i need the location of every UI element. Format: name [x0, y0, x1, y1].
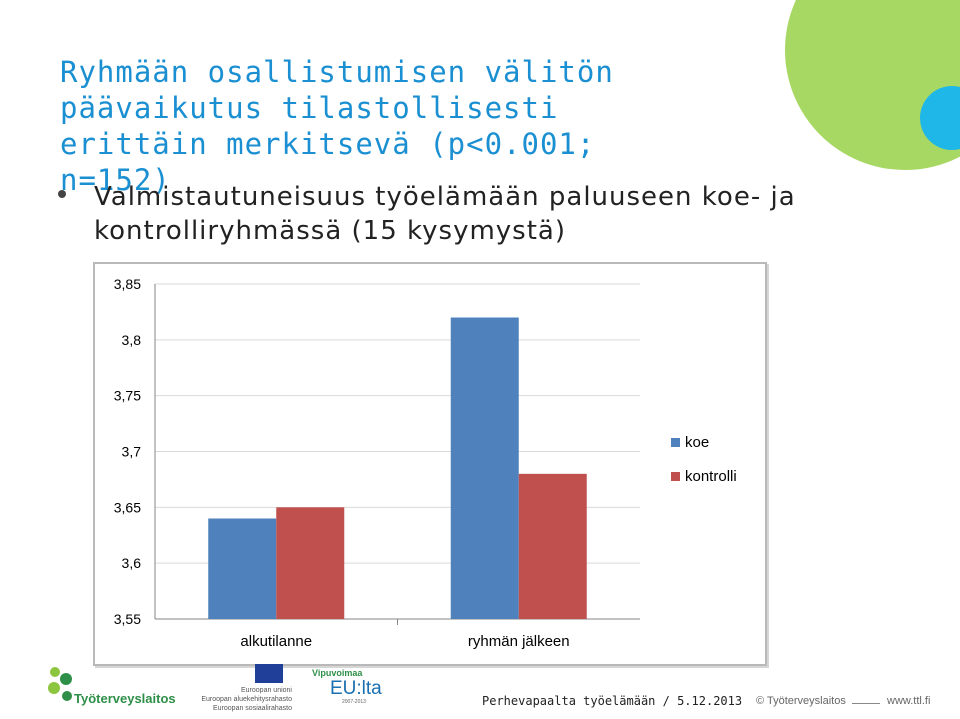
- x-tick-label: alkutilanne: [240, 633, 312, 650]
- y-tick-label: 3,8: [122, 332, 142, 348]
- chart-svg: 3,85 3,8 3,75 3,7 3,65 3,6 3,55 alkutilanne ryhm…: [114, 276, 737, 650]
- vipuvoimaa-years: 2007-2013: [342, 699, 366, 705]
- eu-flag-icon: [255, 664, 283, 683]
- vipuvoimaa-title: Vipuvoimaa: [312, 668, 363, 678]
- y-tick-label: 3,65: [114, 499, 141, 515]
- y-tick-label: 3,6: [122, 555, 142, 571]
- x-tick-label: ryhmän jälkeen: [468, 633, 570, 650]
- y-tick-label: 3,75: [114, 388, 141, 404]
- legend-label: koe: [685, 434, 709, 451]
- ttl-logo-icon: [48, 667, 72, 701]
- legend-swatch-kontrolli: [671, 472, 680, 481]
- y-tick-label: 3,85: [114, 276, 141, 292]
- y-tick-label: 3,55: [114, 611, 141, 627]
- bar-koe: [450, 317, 519, 619]
- eu-funding-text: Euroopan unioni Euroopan aluekehitysraha…: [200, 686, 292, 713]
- y-tick-label: 3,7: [122, 444, 142, 460]
- bullet-text: Valmistautuneisuus työelämään paluuseen …: [94, 182, 796, 246]
- bullet-dot: [58, 190, 66, 198]
- bar-kontrolli: [518, 473, 587, 619]
- bar-chart: 3,85 3,8 3,75 3,7 3,65 3,6 3,55 alkutilanne ryhm…: [93, 262, 767, 666]
- slide-title: Ryhmään osallistumisen välitön päävaikut…: [60, 55, 614, 197]
- bar-kontrolli: [276, 507, 345, 619]
- footer-divider: [852, 703, 880, 704]
- bar-koe: [208, 518, 277, 619]
- eu-text-line: Euroopan aluekehitysrahasto: [201, 696, 292, 703]
- eu-text-line: Euroopan sosiaalirahasto: [213, 705, 292, 712]
- legend-label: kontrolli: [685, 468, 737, 485]
- footer-presentation-info: Perhevapaalta työelämään / 5.12.2013: [482, 694, 743, 708]
- eu-text-line: Euroopan unioni: [241, 687, 292, 694]
- ttl-logo-text: Työterveyslaitos: [74, 691, 176, 706]
- footer-url: www.ttl.fi: [887, 695, 931, 707]
- legend-swatch-koe: [671, 438, 680, 447]
- footer-copyright: © Työterveyslaitos: [756, 695, 846, 707]
- vipuvoimaa-eu-text: EU:lta: [330, 678, 382, 699]
